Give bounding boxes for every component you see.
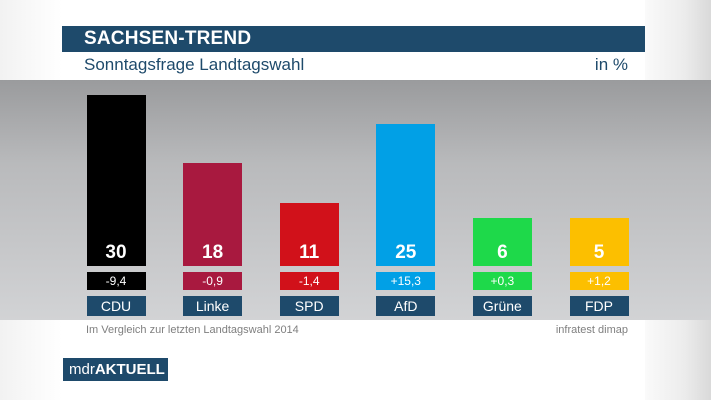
mdr-aktuell-logo: mdrAKTUELL (63, 358, 168, 381)
logo-prefix: mdr (69, 361, 95, 378)
logo-suffix: AKTUELL (94, 361, 165, 378)
party-label-grüne: Grüne (472, 296, 532, 316)
bar-linke (183, 163, 243, 266)
value-label-fdp: 5 (593, 242, 605, 263)
comparison-note: Im Vergleich zur letzten Landtagswahl 20… (86, 324, 299, 336)
bar-grüne (472, 218, 532, 266)
party-label-cdu: CDU (86, 296, 146, 316)
change-label-spd: -1,4 (279, 272, 339, 290)
change-label-fdp: +1,2 (569, 272, 629, 290)
change-label-grüne: +0,3 (472, 272, 532, 290)
unit-label: in % (594, 55, 628, 74)
party-label-afd: AfD (376, 296, 436, 316)
change-label-cdu: -9,4 (86, 272, 146, 290)
change-label-linke: -0,9 (183, 272, 243, 290)
value-label-linke: 18 (202, 242, 224, 263)
bar-spd (279, 203, 339, 266)
chart-title: SACHSEN-TREND (62, 26, 645, 52)
chart-subtitle: Sonntagsfrage Landtagswahl (84, 55, 305, 74)
bar-fdp (569, 218, 629, 266)
party-label-fdp: FDP (569, 296, 629, 316)
header-divider (62, 78, 645, 80)
value-label-cdu: 30 (105, 242, 127, 263)
source-label: infratest dimap (555, 324, 628, 336)
change-label-afd: +15,3 (376, 272, 436, 290)
value-label-afd: 25 (395, 242, 417, 263)
value-label-spd: 11 (299, 242, 320, 263)
plot-area: 30 -9,4 CDU 18 -0,9 Linke 11 -1,4 SPD 25 +15,3 AfD 6… (0, 80, 711, 320)
value-label-grüne: 6 (497, 242, 508, 263)
party-label-spd: SPD (279, 296, 339, 316)
bar-afd (376, 123, 436, 266)
party-label-linke: Linke (183, 296, 243, 316)
bar-cdu (86, 95, 146, 266)
